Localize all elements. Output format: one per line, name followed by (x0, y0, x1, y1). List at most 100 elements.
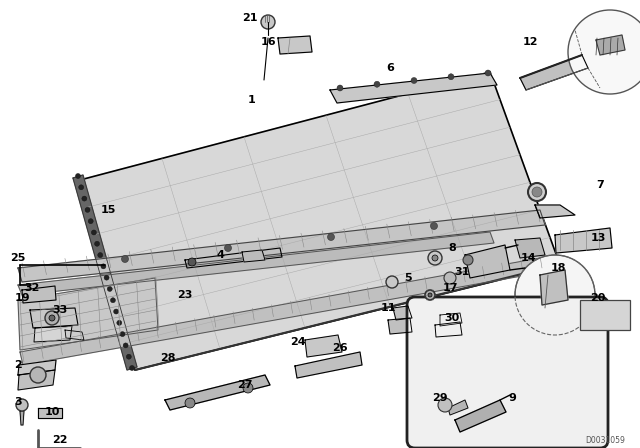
Polygon shape (330, 73, 497, 103)
Circle shape (30, 367, 46, 383)
Circle shape (328, 233, 335, 241)
Circle shape (532, 187, 542, 197)
Polygon shape (435, 322, 462, 337)
Text: 6: 6 (386, 63, 394, 73)
Text: 10: 10 (44, 407, 60, 417)
Circle shape (463, 255, 473, 265)
Polygon shape (18, 360, 56, 375)
Text: 30: 30 (444, 313, 460, 323)
Text: 15: 15 (100, 205, 116, 215)
Polygon shape (540, 270, 568, 305)
Bar (580, 300, 630, 330)
Polygon shape (18, 370, 55, 390)
Circle shape (129, 366, 134, 370)
Text: 13: 13 (590, 233, 605, 243)
Text: 12: 12 (522, 37, 538, 47)
Polygon shape (520, 55, 588, 90)
Circle shape (528, 183, 546, 201)
Polygon shape (278, 36, 312, 54)
Circle shape (386, 276, 398, 288)
Circle shape (16, 399, 28, 411)
FancyBboxPatch shape (407, 297, 608, 448)
Polygon shape (34, 326, 72, 342)
Text: 1: 1 (248, 95, 256, 105)
Circle shape (485, 70, 491, 76)
Text: 26: 26 (332, 343, 348, 353)
Circle shape (101, 264, 106, 269)
Circle shape (98, 253, 103, 258)
Text: 3: 3 (14, 397, 22, 407)
Text: 33: 33 (52, 305, 68, 315)
Text: 24: 24 (290, 337, 306, 347)
Circle shape (438, 398, 452, 412)
Circle shape (431, 223, 438, 229)
Polygon shape (65, 330, 84, 340)
Text: 27: 27 (237, 380, 253, 390)
Polygon shape (535, 205, 575, 218)
Circle shape (92, 230, 97, 235)
Circle shape (261, 15, 275, 29)
Polygon shape (20, 411, 24, 425)
Circle shape (243, 383, 253, 393)
Circle shape (108, 286, 112, 292)
Polygon shape (73, 175, 137, 370)
Text: 22: 22 (52, 435, 68, 445)
Circle shape (122, 255, 129, 263)
Text: 28: 28 (160, 353, 176, 363)
Circle shape (432, 255, 438, 261)
Circle shape (116, 320, 122, 325)
Circle shape (76, 173, 81, 178)
Circle shape (123, 343, 128, 348)
Polygon shape (30, 308, 78, 328)
Circle shape (444, 272, 456, 284)
Text: 20: 20 (590, 293, 605, 303)
Polygon shape (80, 72, 560, 370)
Circle shape (188, 258, 196, 266)
Circle shape (111, 298, 115, 303)
Polygon shape (448, 400, 468, 415)
Circle shape (337, 85, 343, 91)
Circle shape (114, 309, 118, 314)
Text: 16: 16 (260, 37, 276, 47)
Text: 23: 23 (177, 290, 193, 300)
Polygon shape (295, 352, 362, 378)
Circle shape (79, 185, 84, 190)
Circle shape (448, 74, 454, 80)
Polygon shape (18, 232, 494, 295)
Polygon shape (22, 286, 56, 303)
Circle shape (225, 245, 232, 251)
Text: 5: 5 (404, 273, 412, 283)
Polygon shape (185, 248, 282, 268)
Polygon shape (596, 35, 625, 55)
Polygon shape (18, 210, 545, 282)
Polygon shape (165, 375, 270, 410)
Circle shape (104, 275, 109, 280)
Polygon shape (305, 335, 342, 357)
Text: 25: 25 (10, 253, 26, 263)
Polygon shape (455, 400, 506, 432)
Polygon shape (440, 313, 462, 326)
Text: 29: 29 (432, 393, 448, 403)
Text: 11: 11 (380, 303, 396, 313)
Circle shape (185, 398, 195, 408)
Text: 9: 9 (508, 393, 516, 403)
Circle shape (428, 251, 442, 265)
Text: 14: 14 (520, 253, 536, 263)
Polygon shape (20, 258, 544, 365)
Polygon shape (18, 278, 158, 350)
Circle shape (568, 10, 640, 94)
Polygon shape (388, 318, 412, 334)
Text: 8: 8 (448, 243, 456, 253)
Circle shape (45, 311, 59, 325)
Text: 19: 19 (14, 293, 30, 303)
Polygon shape (465, 245, 510, 278)
Circle shape (428, 293, 432, 297)
Circle shape (411, 78, 417, 83)
Text: 31: 31 (454, 267, 470, 277)
Text: 32: 32 (24, 283, 40, 293)
Polygon shape (515, 238, 545, 258)
Text: 7: 7 (596, 180, 604, 190)
Polygon shape (555, 228, 612, 253)
Circle shape (85, 207, 90, 212)
Polygon shape (38, 408, 62, 418)
